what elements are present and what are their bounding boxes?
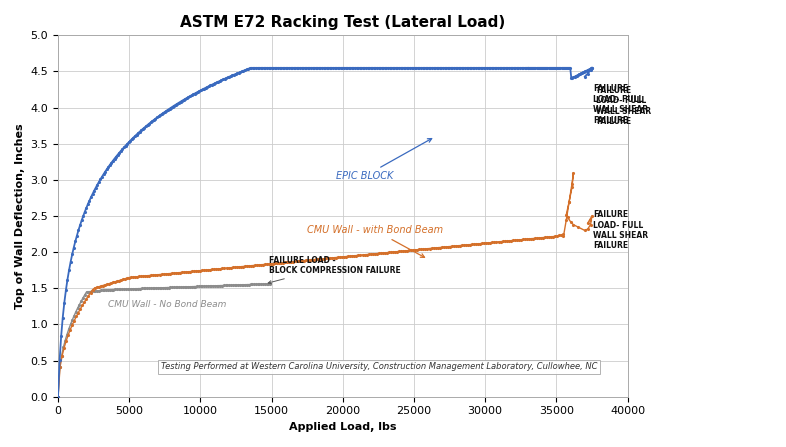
Text: FAILURE
LOAD- FULL
WALL SHEAR
FAILURE: FAILURE LOAD- FULL WALL SHEAR FAILURE	[593, 210, 648, 250]
Text: Testing Performed at Western Carolina University, Construction Management Labora: Testing Performed at Western Carolina Un…	[160, 363, 597, 371]
Text: CMU Wall - No Bond Beam: CMU Wall - No Bond Beam	[108, 299, 226, 309]
Text: FAILURE
LOAD- FULL
WALL SHEAR
FAILURE: FAILURE LOAD- FULL WALL SHEAR FAILURE	[597, 86, 652, 126]
Text: EPIC BLOCK: EPIC BLOCK	[336, 139, 432, 181]
Text: FAILURE
LOAD- FULL
WALL SHEAR
FAILURE: FAILURE LOAD- FULL WALL SHEAR FAILURE	[593, 84, 648, 125]
Title: ASTM E72 Racking Test (Lateral Load): ASTM E72 Racking Test (Lateral Load)	[180, 15, 505, 30]
Text: FAILURE LOAD -
BLOCK COMPRESSION FAILURE: FAILURE LOAD - BLOCK COMPRESSION FAILURE	[268, 256, 401, 284]
Text: CMU Wall - with Bond Beam: CMU Wall - with Bond Beam	[307, 225, 443, 257]
X-axis label: Applied Load, lbs: Applied Load, lbs	[289, 422, 397, 432]
Y-axis label: Top of Wall Deflection, Inches: Top of Wall Deflection, Inches	[15, 123, 25, 309]
